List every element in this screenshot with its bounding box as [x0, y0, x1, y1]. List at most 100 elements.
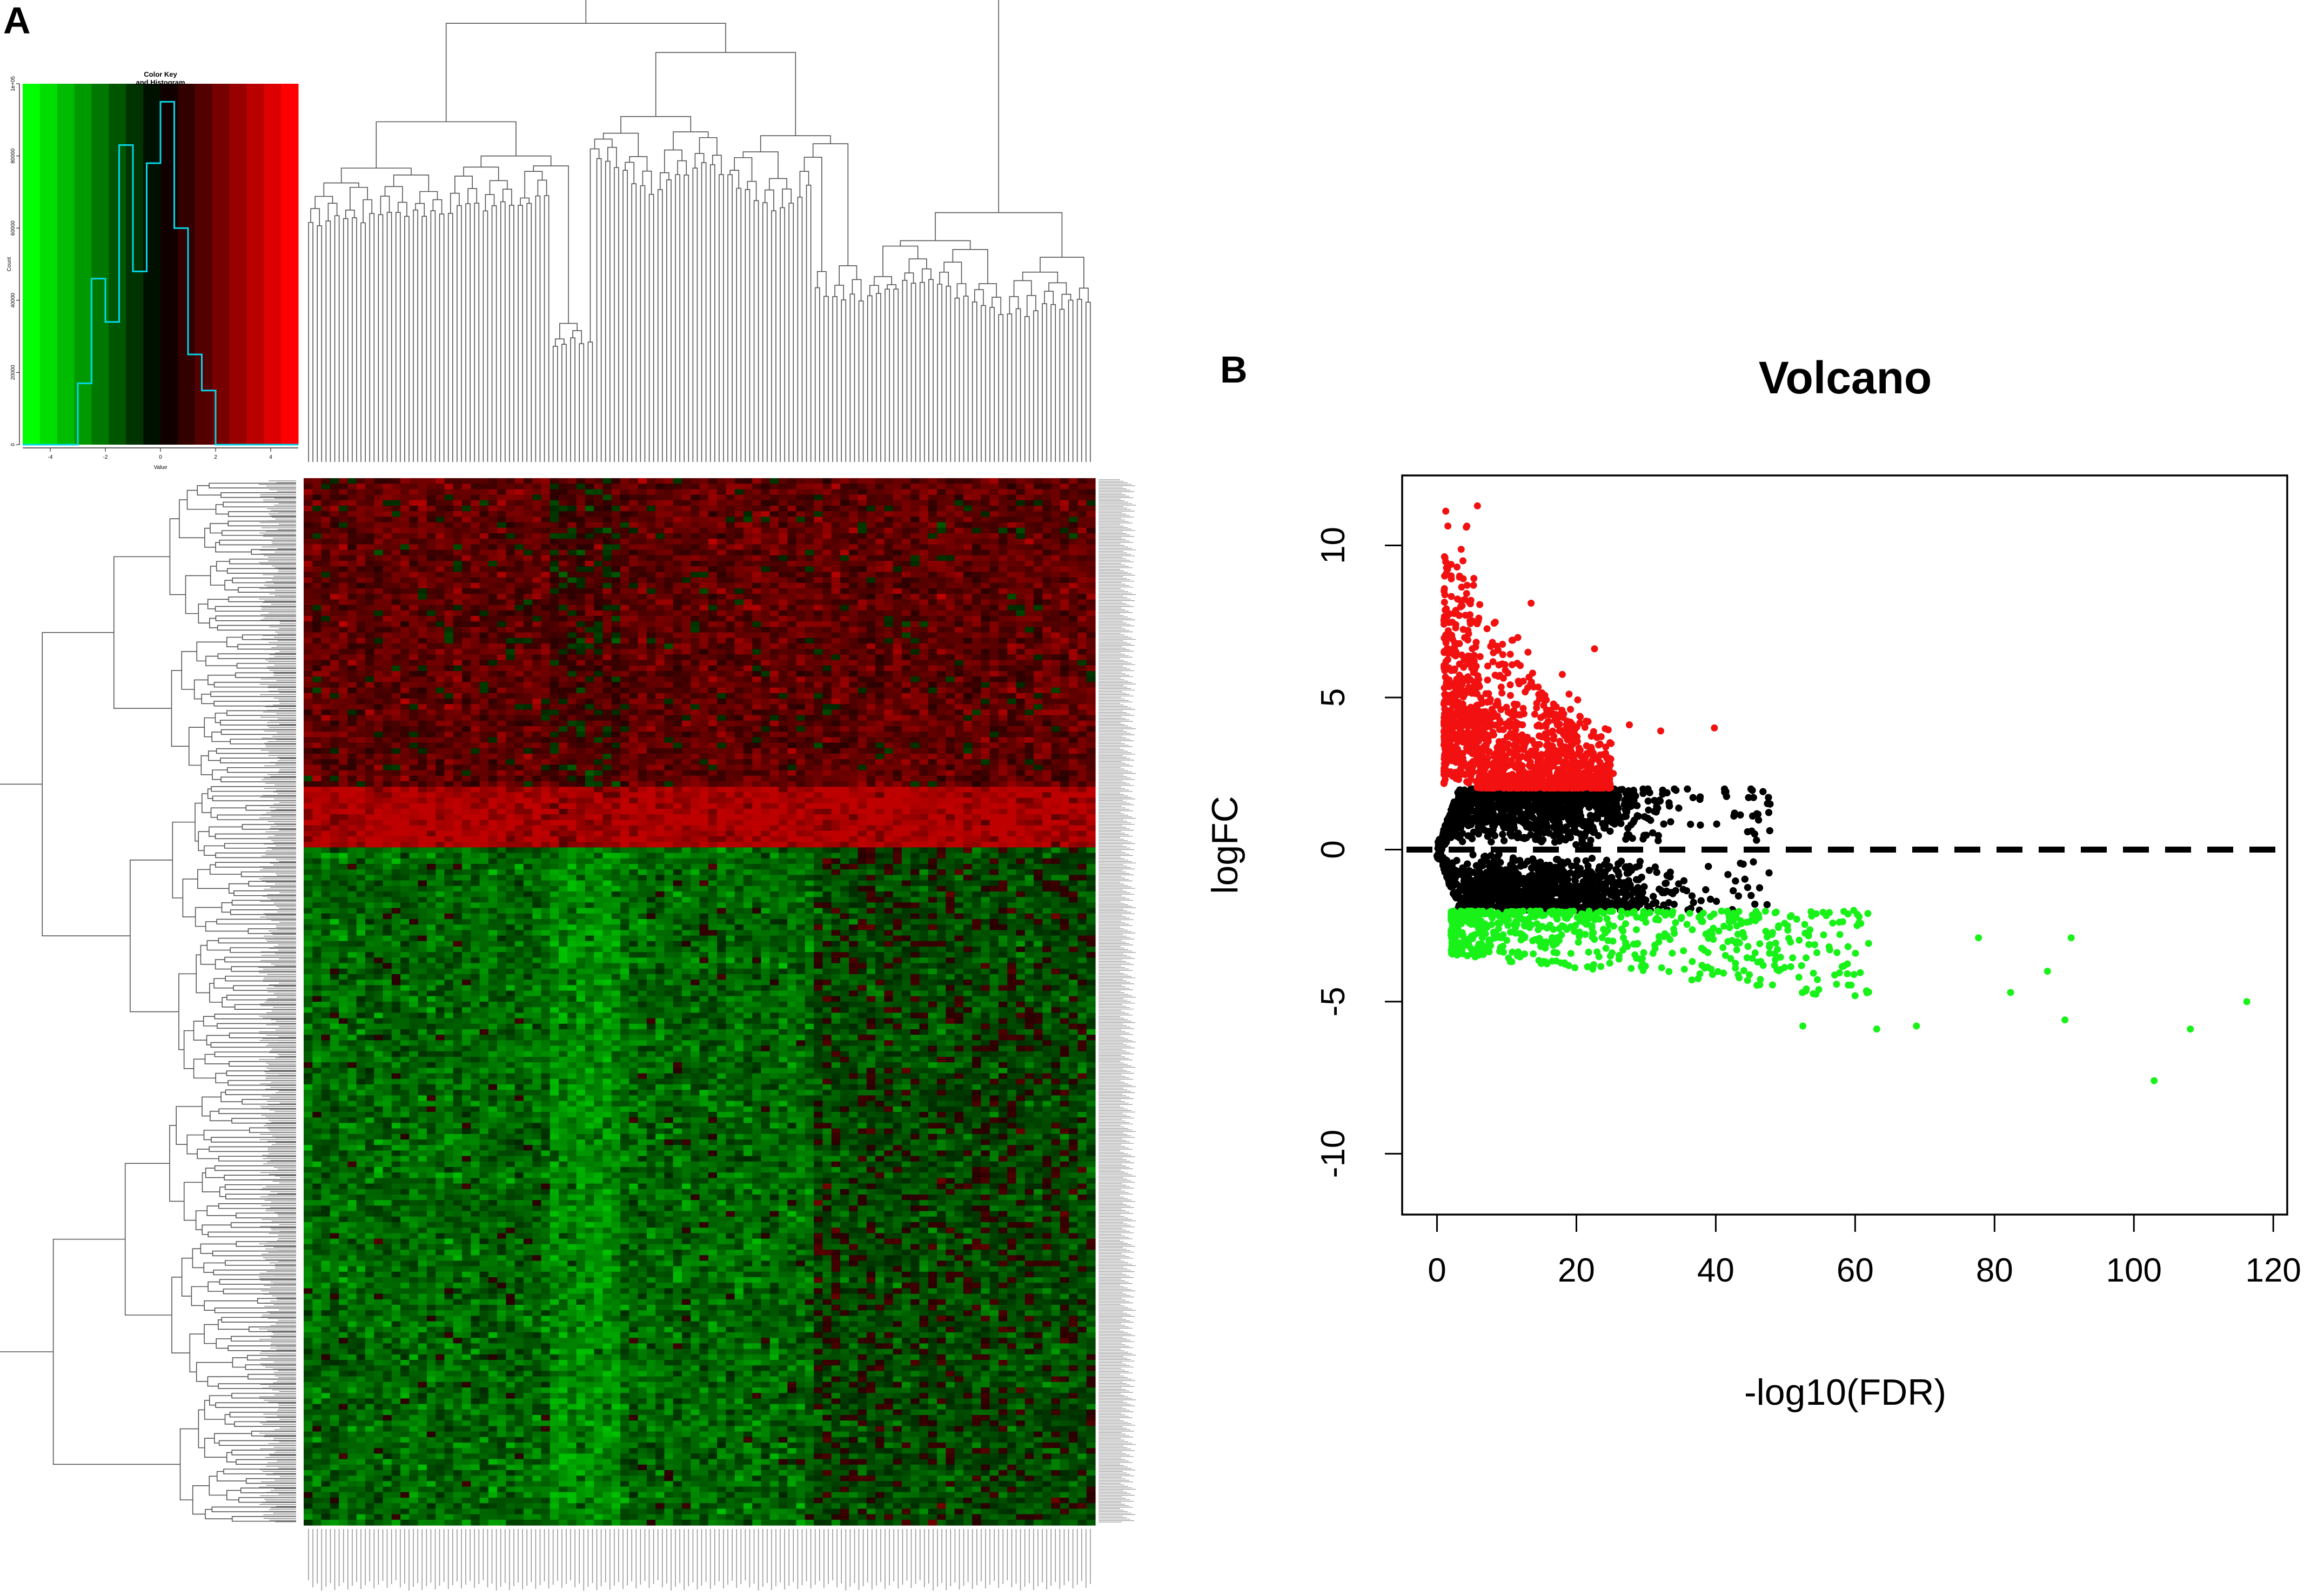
heatmap-cell — [436, 527, 445, 534]
heatmap-cell — [436, 627, 445, 633]
heatmap-cell — [1051, 632, 1061, 639]
heatmap-cell — [339, 693, 348, 699]
heatmap-cell — [761, 549, 771, 556]
heatmap-cell — [734, 494, 744, 501]
heatmap-cell — [347, 506, 357, 512]
heatmap-cell — [849, 632, 859, 639]
heatmap-cell — [418, 577, 427, 584]
heatmap-cell — [356, 494, 366, 501]
heatmap-cell — [356, 489, 366, 495]
heatmap-cell — [629, 704, 639, 710]
heatmap-cell — [374, 506, 384, 512]
heatmap-cell — [304, 693, 313, 699]
heatmap-cell — [761, 489, 771, 495]
heatmap-cell — [875, 649, 885, 655]
heatmap-cell — [814, 500, 823, 506]
heatmap-cell — [840, 561, 849, 567]
heatmap-cell — [471, 522, 480, 528]
heatmap-cell — [620, 775, 629, 782]
heatmap-cell — [937, 494, 946, 501]
heatmap-cell — [620, 549, 629, 556]
heatmap-cell — [814, 549, 823, 556]
heatmap-cell — [383, 594, 392, 600]
heatmap-cell — [779, 676, 788, 682]
heatmap-cell — [409, 621, 419, 627]
heatmap-cell — [514, 649, 524, 655]
heatmap-cell — [875, 671, 885, 677]
heatmap-cell — [391, 699, 401, 705]
heatmap-cell — [365, 522, 374, 528]
heatmap-cell — [761, 638, 771, 644]
heatmap-cell — [523, 665, 533, 672]
heatmap-cell — [550, 715, 559, 721]
heatmap-cell — [356, 506, 366, 512]
heatmap-cell — [602, 765, 612, 771]
heatmap-cell — [919, 775, 929, 782]
heatmap-cell — [779, 748, 788, 754]
heatmap-cell — [901, 726, 911, 732]
heatmap-cell — [1007, 665, 1017, 672]
heatmap-cell — [585, 720, 594, 727]
heatmap-cell — [479, 742, 489, 749]
heatmap-cell — [1077, 533, 1087, 539]
heatmap-cell — [849, 715, 859, 721]
heatmap-cell — [1024, 527, 1034, 534]
heatmap-cell — [541, 610, 551, 616]
heatmap-cell — [937, 676, 946, 682]
heatmap-cell — [717, 517, 726, 523]
heatmap-cell — [972, 754, 981, 760]
heatmap-cell — [928, 759, 937, 765]
heatmap-cell — [383, 654, 392, 661]
heatmap-cell — [638, 582, 647, 589]
heatmap-cell — [356, 726, 366, 732]
heatmap-cell — [321, 715, 331, 721]
heatmap-cell — [761, 610, 771, 616]
heatmap-cell — [602, 494, 612, 501]
heatmap-cell — [347, 605, 357, 611]
heatmap-cell — [761, 654, 771, 661]
heatmap-cell — [418, 754, 427, 760]
heatmap-cell — [383, 676, 392, 682]
heatmap-cell — [699, 484, 709, 489]
heatmap-cell — [805, 687, 814, 694]
heatmap-cell — [858, 484, 867, 489]
heatmap-cell — [497, 616, 506, 622]
heatmap-cell — [1024, 765, 1034, 771]
heatmap-cell — [840, 748, 849, 754]
heatmap-cell — [752, 577, 762, 584]
heatmap-cell — [444, 770, 454, 776]
heatmap-cell — [761, 577, 771, 584]
heatmap-cell — [681, 555, 691, 561]
heatmap-cell — [506, 715, 515, 721]
heatmap-cell — [541, 506, 551, 512]
heatmap-cell — [1042, 660, 1052, 666]
heatmap-cell — [594, 577, 604, 584]
heatmap-cell — [541, 742, 551, 749]
heatmap-cell — [1051, 506, 1061, 512]
heatmap-cell — [946, 643, 955, 649]
heatmap-cell — [805, 549, 814, 556]
heatmap-cell — [734, 588, 744, 594]
heatmap-cell — [1051, 549, 1061, 556]
heatmap-cell — [875, 638, 885, 644]
heatmap-cell — [691, 770, 700, 776]
heatmap-cell — [602, 489, 612, 495]
heatmap-cell — [779, 610, 788, 616]
heatmap-cell — [875, 627, 885, 633]
heatmap-cell — [699, 594, 709, 600]
heatmap-cell — [479, 720, 489, 727]
heatmap-cell — [594, 665, 604, 672]
heatmap-cell — [681, 737, 691, 743]
heatmap-cell — [963, 676, 973, 682]
heatmap-cell — [972, 632, 981, 639]
heatmap-cell — [1034, 715, 1043, 721]
heatmap-cell — [541, 775, 551, 782]
heatmap-cell — [655, 588, 665, 594]
heatmap-cell — [734, 742, 744, 749]
heatmap-cell — [497, 687, 506, 694]
heatmap-cell — [910, 770, 920, 776]
heatmap-cell — [436, 654, 445, 661]
heatmap-cell — [805, 665, 814, 672]
heatmap-cell — [594, 478, 604, 484]
heatmap-cell — [1042, 594, 1052, 600]
